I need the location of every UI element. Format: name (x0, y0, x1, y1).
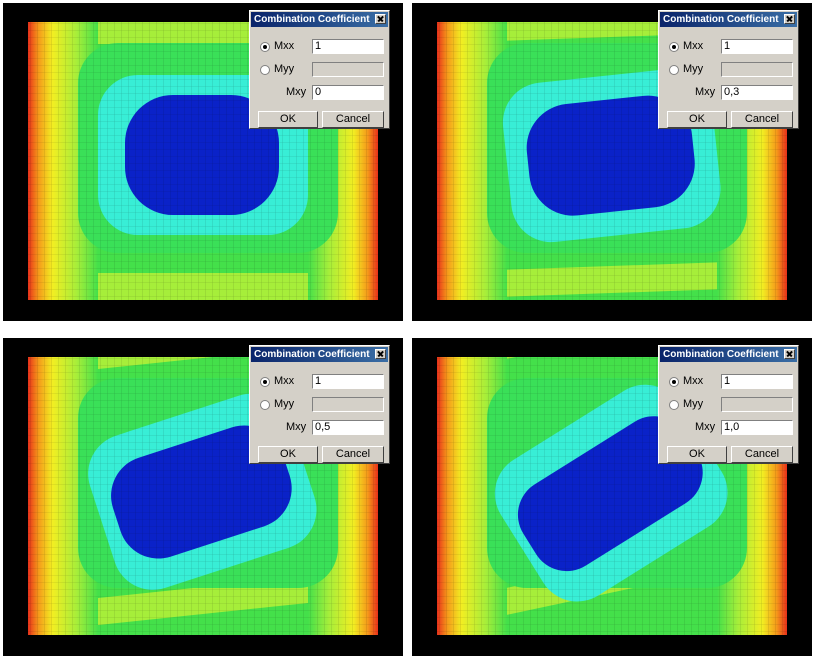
close-button[interactable] (784, 349, 795, 359)
field-row: Mxx 1 (260, 39, 386, 55)
cancel-button[interactable]: Cancel (322, 446, 384, 463)
field-row: Mxy 0,5 (260, 420, 386, 436)
dialog-title-text: Combination Coefficient (663, 14, 779, 25)
dialog-title-text: Combination Coefficient (663, 349, 779, 360)
radio[interactable] (260, 377, 270, 387)
input[interactable]: 0 (312, 85, 384, 100)
ok-button[interactable]: OK (667, 111, 727, 128)
contour-panel: Combination Coefficient Mxx 1 Myy Mxy 0,3 OK… (412, 3, 812, 321)
radio[interactable] (669, 400, 679, 410)
dialog-title: Combination Coefficient (251, 347, 388, 362)
contour-panel: Combination Coefficient Mxx 1 Myy Mxy 0,5 OK… (3, 338, 403, 656)
field-label: Mxy (286, 421, 307, 433)
dialog: Combination Coefficient Mxx 1 Myy Mxy 0,3 OK… (658, 10, 799, 129)
input[interactable]: 1 (721, 374, 793, 389)
ok-button[interactable]: OK (258, 446, 318, 463)
field-label: Mxx (274, 40, 295, 52)
close-button[interactable] (375, 14, 386, 24)
field-label: Mxy (286, 86, 307, 98)
ok-button[interactable]: OK (258, 111, 318, 128)
field-row: Mxx 1 (669, 39, 795, 55)
field-row: Myy (260, 62, 386, 78)
field-row: Mxx 1 (669, 374, 795, 390)
close-button[interactable] (375, 349, 386, 359)
cancel-button[interactable]: Cancel (731, 111, 793, 128)
contour-panel: Combination Coefficient Mxx 1 Myy Mxy 1,0 OK… (412, 338, 812, 656)
dialog-title: Combination Coefficient (660, 12, 797, 27)
input[interactable]: 1 (312, 39, 384, 54)
contour-plot (437, 357, 787, 635)
input[interactable]: 1 (721, 39, 793, 54)
field-label: Myy (274, 398, 295, 410)
field-label: Mxx (683, 375, 704, 387)
field-label: Mxx (683, 40, 704, 52)
dialog-title: Combination Coefficient (251, 12, 388, 27)
dialog-title-text: Combination Coefficient (254, 14, 370, 25)
input-disabled (721, 62, 793, 77)
input[interactable]: 1 (312, 374, 384, 389)
close-button[interactable] (784, 14, 795, 24)
radio[interactable] (260, 42, 270, 52)
cancel-button[interactable]: Cancel (322, 111, 384, 128)
radio[interactable] (669, 65, 679, 75)
radio[interactable] (669, 377, 679, 387)
input[interactable]: 1,0 (721, 420, 793, 435)
field-row: Myy (669, 397, 795, 413)
field-row: Mxy 0,3 (669, 85, 795, 101)
dialog-title: Combination Coefficient (660, 347, 797, 362)
dialog: Combination Coefficient Mxx 1 Myy Mxy 1,0 OK… (658, 345, 799, 464)
field-row: Mxy 1,0 (669, 420, 795, 436)
input-disabled (312, 397, 384, 412)
field-row: Mxy 0 (260, 85, 386, 101)
dialog: Combination Coefficient Mxx 1 Myy Mxy 0,5 OK… (249, 345, 390, 464)
field-label: Mxy (695, 421, 716, 433)
input-disabled (312, 62, 384, 77)
field-row: Myy (260, 397, 386, 413)
radio[interactable] (260, 400, 270, 410)
field-row: Myy (669, 62, 795, 78)
input[interactable]: 0,3 (721, 85, 793, 100)
contour-plot (437, 22, 787, 300)
field-label: Myy (683, 398, 704, 410)
contour-panel: Combination Coefficient Mxx 1 Myy Mxy 0 OK C… (3, 3, 403, 321)
field-label: Myy (274, 63, 295, 75)
cancel-button[interactable]: Cancel (731, 446, 793, 463)
input[interactable]: 0,5 (312, 420, 384, 435)
field-label: Myy (683, 63, 704, 75)
ok-button[interactable]: OK (667, 446, 727, 463)
field-label: Mxy (695, 86, 716, 98)
input-disabled (721, 397, 793, 412)
radio[interactable] (260, 65, 270, 75)
dialog-title-text: Combination Coefficient (254, 349, 370, 360)
dialog: Combination Coefficient Mxx 1 Myy Mxy 0 OK C… (249, 10, 390, 129)
field-label: Mxx (274, 375, 295, 387)
field-row: Mxx 1 (260, 374, 386, 390)
radio[interactable] (669, 42, 679, 52)
